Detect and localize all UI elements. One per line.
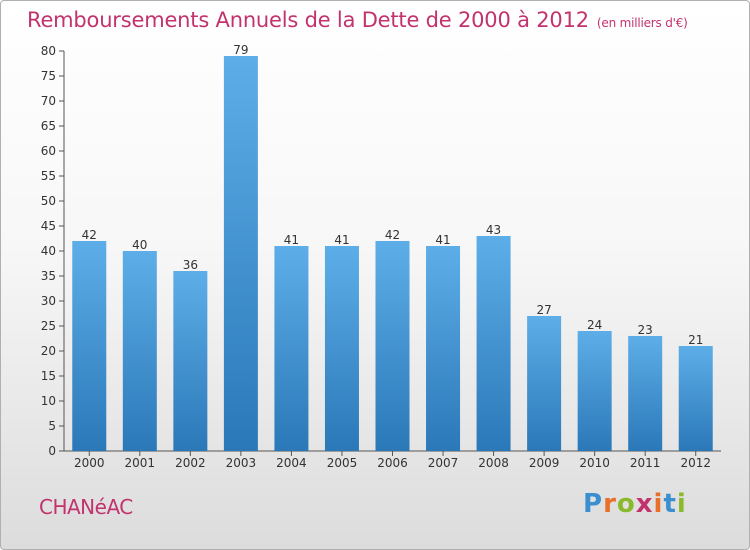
y-tick-label: 55: [41, 169, 56, 183]
bar-2007: [426, 246, 461, 451]
x-tick-label: 2012: [680, 456, 711, 470]
y-tick-label: 25: [41, 319, 56, 333]
data-label-2012: 21: [688, 333, 703, 347]
logo-letter: P: [583, 489, 604, 519]
logo-letter: r: [603, 489, 617, 519]
bar-2012: [678, 346, 713, 451]
bar-2001: [122, 251, 157, 451]
bar-2004: [274, 246, 309, 451]
bar-2006: [375, 241, 410, 451]
data-label-2010: 24: [587, 318, 602, 332]
chart-subtitle: (en milliers d'€): [596, 16, 688, 30]
data-label-2001: 40: [132, 238, 147, 252]
data-label-2005: 41: [334, 233, 349, 247]
logo-letter: x: [635, 489, 654, 519]
data-label-2009: 27: [536, 303, 551, 317]
logo-letter: o: [616, 489, 636, 519]
bar-2000: [72, 241, 107, 451]
y-tick-label: 0: [48, 444, 56, 458]
chart-title: Remboursements Annuels de la Dette de 20…: [27, 8, 688, 32]
x-tick-label: 2001: [125, 456, 156, 470]
data-labels: 42 40 36 79 41 41 42 41 43 27 24 23 21: [82, 43, 704, 347]
x-tick-label: 2006: [377, 456, 408, 470]
data-label-2003: 79: [233, 43, 248, 57]
y-tick-label: 65: [41, 119, 56, 133]
y-tick-label: 40: [41, 244, 56, 258]
x-tick-label: 2004: [276, 456, 307, 470]
commune-name: CHANéAC: [39, 495, 133, 519]
x-tick-label: 2010: [579, 456, 610, 470]
data-label-2006: 42: [385, 228, 400, 242]
x-tick-label: 2007: [428, 456, 459, 470]
bar-2010: [577, 331, 612, 451]
y-tick-label: 60: [41, 144, 56, 158]
logo-letter: i: [653, 489, 664, 519]
x-tick-label: 2011: [630, 456, 661, 470]
y-tick-label: 70: [41, 94, 56, 108]
bar-2003: [223, 56, 258, 451]
x-tick-label: 2005: [327, 456, 358, 470]
x-tick-label: 2008: [478, 456, 509, 470]
y-tick-label: 35: [41, 269, 56, 283]
data-label-2011: 23: [638, 323, 653, 337]
proxiti-logo: Proxiti: [583, 489, 687, 519]
bar-series: [72, 56, 713, 451]
y-tick-label: 30: [41, 294, 56, 308]
y-tick-label: 15: [41, 369, 56, 383]
x-tick-label: 2000: [74, 456, 105, 470]
title-text: Remboursements Annuels de la Dette de 20…: [27, 8, 589, 32]
data-label-2000: 42: [82, 228, 97, 242]
x-axis: 2000 2001 2002 2003 2004 2005 2006 2007 2008 2009…: [64, 450, 721, 470]
data-label-2004: 41: [284, 233, 299, 247]
bar-2011: [628, 336, 663, 451]
y-tick-label: 75: [41, 69, 56, 83]
data-label-2002: 36: [183, 258, 198, 272]
y-tick-label: 20: [41, 344, 56, 358]
y-tick-label: 10: [41, 394, 56, 408]
x-tick-label: 2003: [226, 456, 257, 470]
y-tick-label: 45: [41, 219, 56, 233]
data-label-2008: 43: [486, 223, 501, 237]
data-label-2007: 41: [435, 233, 450, 247]
bar-2002: [173, 271, 208, 451]
logo-letter: i: [676, 489, 687, 519]
x-tick-label: 2009: [529, 456, 560, 470]
y-tick-label: 50: [41, 194, 56, 208]
bar-2009: [527, 316, 562, 451]
y-tick-label: 80: [41, 44, 56, 58]
y-axis: 0 5 10 15 20 25 30 35 40 45 50 55 60 65 70 75 80: [41, 44, 65, 458]
bar-2005: [324, 246, 359, 451]
x-tick-label: 2002: [175, 456, 206, 470]
bar-2008: [476, 236, 511, 451]
logo-letter: t: [663, 489, 677, 519]
y-tick-label: 5: [48, 419, 56, 433]
